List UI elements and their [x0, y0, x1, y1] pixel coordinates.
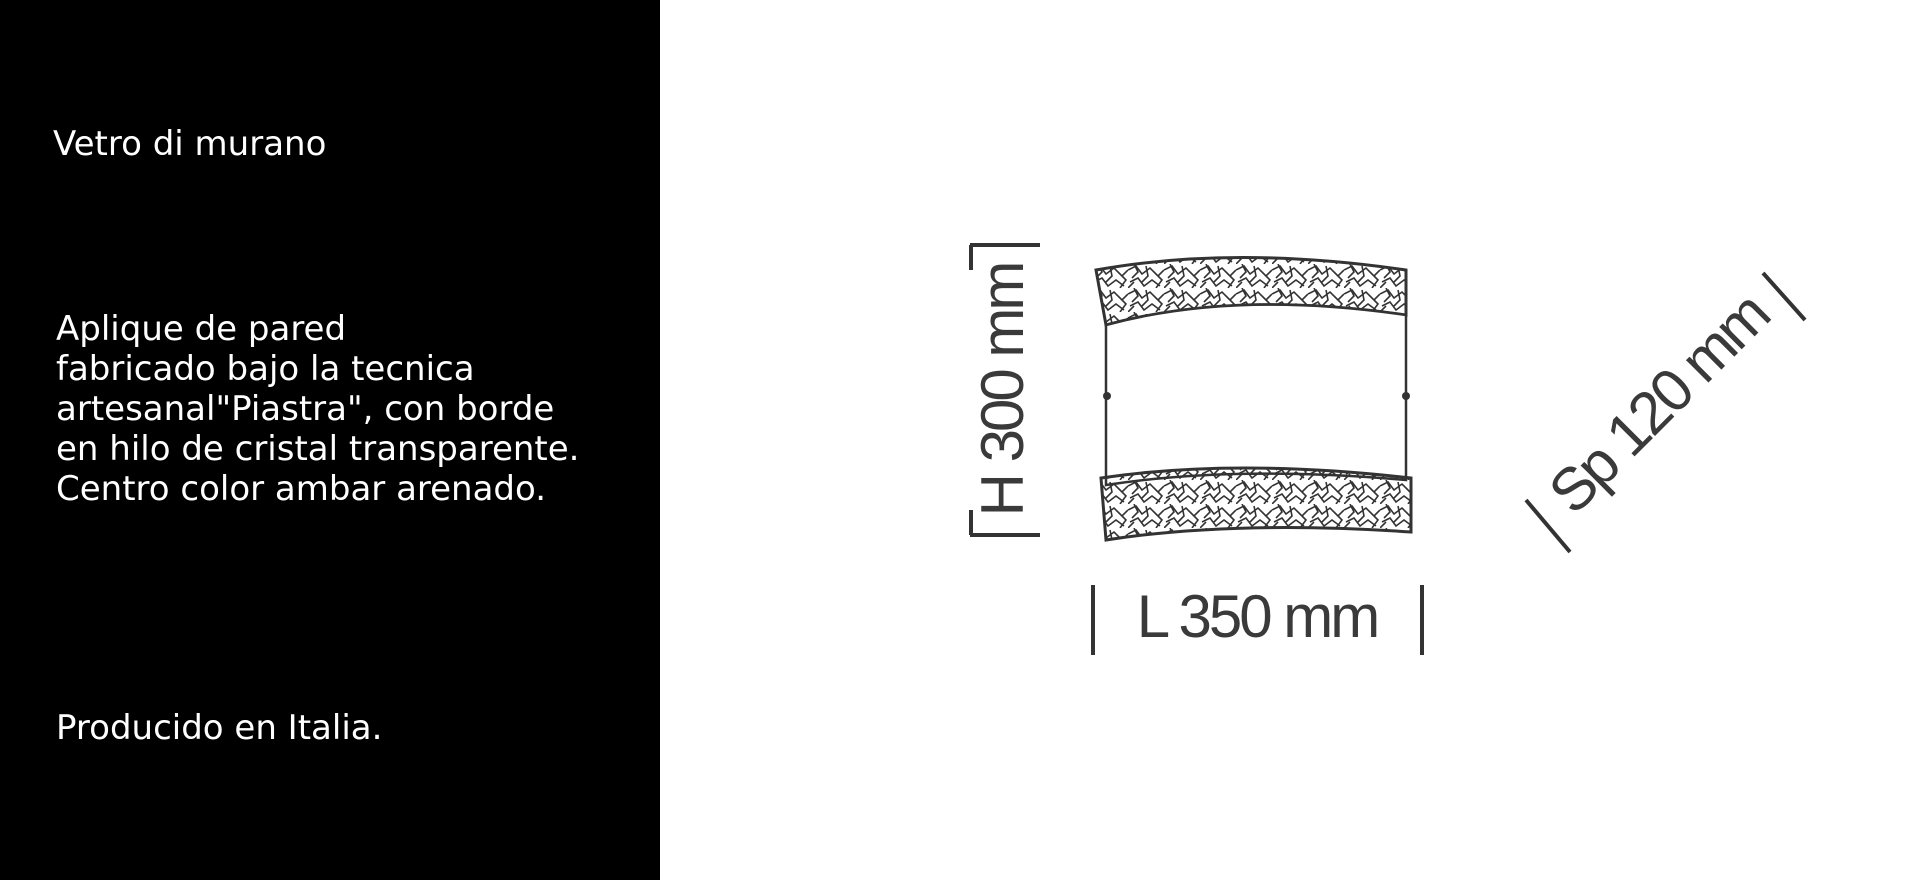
dimension-drawing-panel: H 300 mm L 350 mm — [660, 0, 1920, 880]
material-title: Vetro di murano — [53, 124, 327, 164]
description-line: en hilo de cristal transparente. — [56, 429, 580, 469]
center-glass-panel — [1104, 303, 1408, 487]
origin-note: Producido en Italia. — [56, 708, 383, 748]
depth-dimension: Sp 120 mm — [1524, 271, 1807, 554]
depth-tick-bottom — [1524, 498, 1572, 554]
description-line: Aplique de pared — [56, 309, 347, 349]
depth-label: Sp 120 mm — [1536, 281, 1781, 526]
product-info-panel: Vetro di murano Aplique de pared fabrica… — [0, 0, 660, 880]
description-line: fabricado bajo la tecnica — [56, 349, 475, 389]
right-mount-pin — [1402, 392, 1410, 400]
depth-tick-top — [1761, 271, 1807, 322]
bottom-glass-band — [1099, 466, 1413, 542]
product-description: Aplique de pared fabricado bajo la tecni… — [56, 309, 579, 509]
length-dimension: L 350 mm — [1091, 583, 1424, 655]
height-dimension: H 300 mm — [969, 243, 1040, 537]
lamp-body — [1094, 256, 1413, 542]
left-mount-pin — [1103, 392, 1111, 400]
description-line: artesanal"Piastra", con borde — [56, 389, 555, 429]
description-line: Centro color ambar arenado. — [56, 469, 547, 509]
wall-lamp-drawing: H 300 mm L 350 mm — [969, 243, 1807, 655]
height-label: H 300 mm — [969, 264, 1036, 517]
length-label: L 350 mm — [1137, 583, 1378, 650]
